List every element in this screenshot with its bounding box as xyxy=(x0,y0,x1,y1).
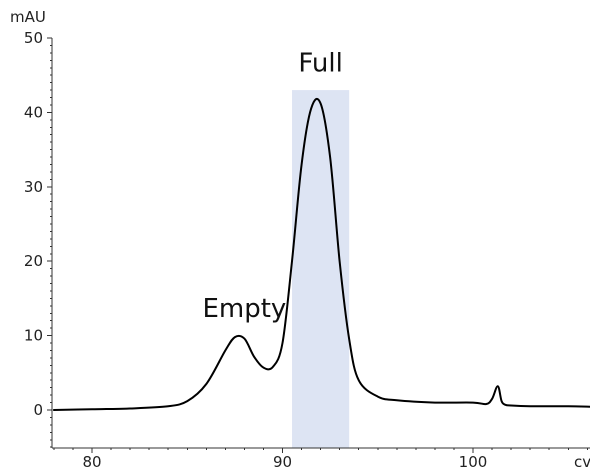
y-tick-label: 40 xyxy=(24,103,43,121)
y-tick-label: 0 xyxy=(33,401,43,419)
x-tick-label: 100 xyxy=(459,453,488,470)
y-tick-label: 20 xyxy=(24,252,43,270)
y-axis-label: mAU xyxy=(10,8,46,26)
x-axis-label: cv xyxy=(574,453,590,470)
x-tick-label: 80 xyxy=(82,453,101,470)
x-tick-label: 90 xyxy=(273,453,292,470)
full-peak-label: Full xyxy=(298,48,342,78)
y-tick-label: 30 xyxy=(24,178,43,196)
absorbance-trace xyxy=(52,97,590,411)
y-tick-label: 10 xyxy=(24,327,43,345)
empty-peak-label: Empty xyxy=(202,294,286,324)
y-tick-label: 50 xyxy=(24,29,43,47)
